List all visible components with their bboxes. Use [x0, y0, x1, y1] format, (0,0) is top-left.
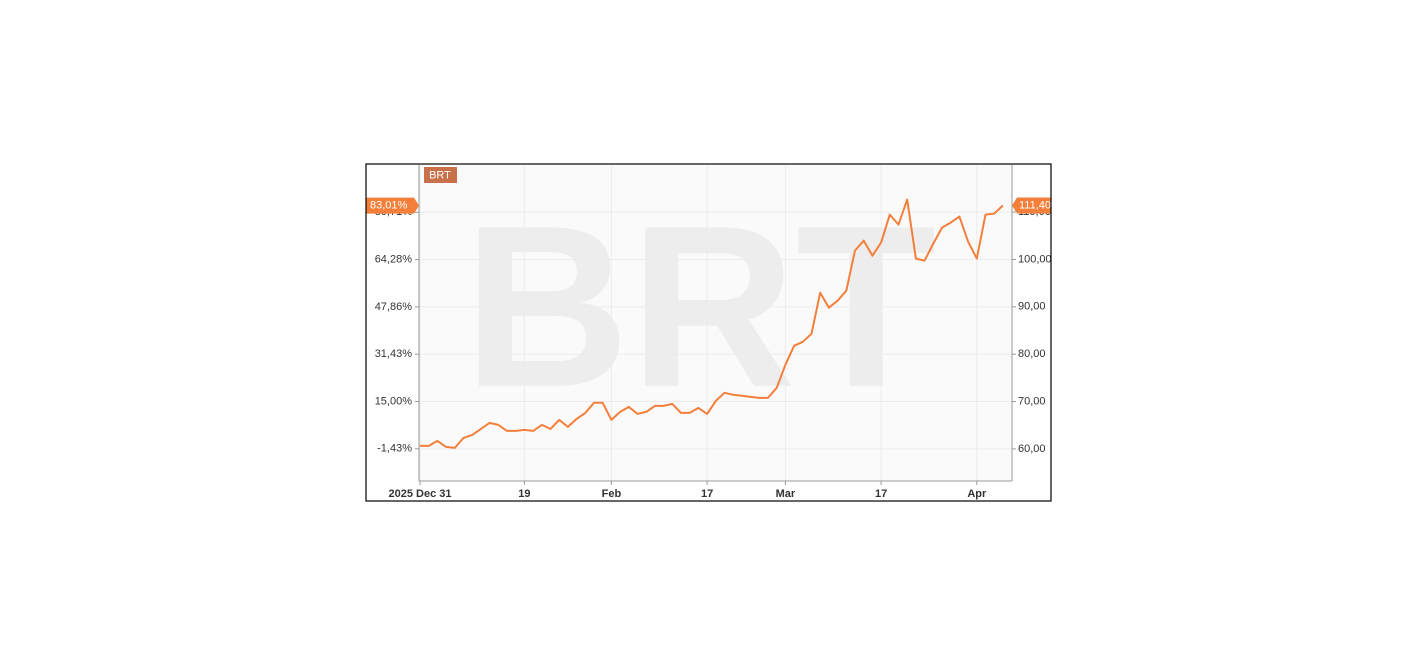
y-tick-label: 80,00 — [1018, 348, 1046, 360]
chart-frame — [365, 163, 1052, 502]
plot-background — [419, 165, 1012, 481]
x-tick-label: 17 — [701, 488, 713, 500]
x-tick-label: Apr — [967, 488, 987, 500]
y2-tick-label: 31,43% — [375, 348, 413, 360]
y-tick-label: 90,00 — [1018, 301, 1046, 313]
y2-tick-label: 64,28% — [375, 254, 413, 266]
value-badge-label: 83,01% — [370, 200, 408, 212]
y-tick-label: 60,00 — [1018, 443, 1046, 455]
y-tick-label: 100,00 — [1018, 253, 1052, 265]
legend-label: BRT — [429, 169, 451, 181]
value-badge — [366, 197, 419, 214]
y2-tick-label: -1,43% — [377, 443, 412, 455]
y2-tick-label: 15,00% — [375, 395, 413, 407]
x-tick-label: Feb — [602, 488, 622, 500]
y-tick-label: 70,00 — [1018, 395, 1046, 407]
value-badge — [1012, 197, 1051, 214]
x-tick-label: Mar — [776, 488, 796, 500]
chart-area: BRT60,0070,0080,0090,00100,00110,00-1,43… — [366, 165, 1052, 500]
watermark: BRT — [464, 178, 937, 435]
value-badge-label: 111,40 — [1019, 199, 1051, 211]
x-tick-label: 2025 Dec 31 — [389, 488, 452, 500]
x-tick-label: 17 — [875, 488, 887, 500]
y2-tick-label: 47,86% — [375, 301, 413, 313]
legend-swatch — [424, 167, 457, 183]
line — [420, 198, 1004, 449]
x-tick-label: 19 — [518, 488, 530, 500]
